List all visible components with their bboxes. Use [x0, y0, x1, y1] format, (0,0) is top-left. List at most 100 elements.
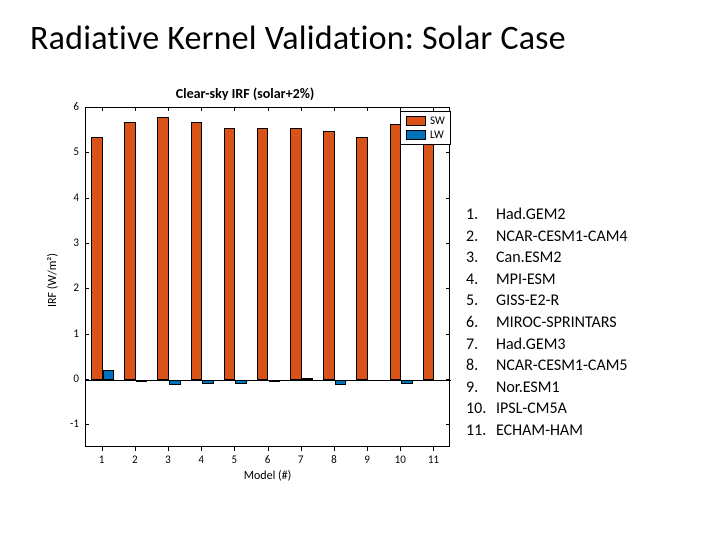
model-list-item: 2.NCAR-CESM1-CAM4: [466, 226, 628, 248]
sw-bar: [323, 131, 335, 380]
x-tick-label: 8: [331, 453, 337, 466]
model-number: 6.: [466, 312, 496, 334]
y-tick: [85, 107, 89, 108]
x-tick-label: 3: [165, 453, 171, 466]
sw-bar: [157, 117, 169, 380]
x-tick: [168, 447, 169, 451]
lw-bar: [169, 380, 181, 385]
x-tick: [433, 107, 434, 111]
chart-title: Clear-sky IRF (solar+2%): [30, 85, 460, 102]
legend-swatch: [406, 130, 426, 140]
y-tick: [85, 152, 89, 153]
y-tick: [446, 152, 450, 153]
model-list-item: 9.Nor.ESM1: [466, 377, 628, 399]
x-tick: [168, 107, 169, 111]
chart-frame: Clear-sky IRF (solar+2%) IRF (W/m²) Mode…: [30, 85, 460, 485]
model-list-item: 4.MPI-ESM: [466, 269, 628, 291]
x-tick: [135, 447, 136, 451]
x-tick: [135, 107, 136, 111]
x-axis-label: Model (#): [85, 469, 450, 483]
model-number: 1.: [466, 204, 496, 226]
y-tick: [446, 198, 450, 199]
model-name: GISS-E2-R: [496, 290, 559, 312]
x-tick-label: 11: [428, 453, 439, 466]
x-tick: [400, 447, 401, 451]
model-number: 5.: [466, 290, 496, 312]
model-name: Nor.ESM1: [496, 377, 560, 399]
x-tick: [367, 107, 368, 111]
y-tick: [446, 379, 450, 380]
model-number: 2.: [466, 226, 496, 248]
legend-label: LW: [430, 128, 444, 142]
model-list-item: 8.NCAR-CESM1-CAM5: [466, 355, 628, 377]
x-tick: [433, 447, 434, 451]
lw-bar: [401, 380, 413, 384]
lw-bar: [235, 380, 247, 384]
legend-row: SW: [406, 114, 445, 128]
model-name: MPI-ESM: [496, 269, 556, 291]
x-tick: [334, 447, 335, 451]
y-tick-label: 0: [73, 372, 79, 385]
model-number: 10.: [466, 398, 496, 420]
model-name: MIROC-SPRINTARS: [496, 312, 617, 334]
x-tick-label: 10: [395, 453, 406, 466]
plot-area: [85, 107, 450, 447]
model-number: 4.: [466, 269, 496, 291]
model-list-item: 7.Had.GEM3: [466, 334, 628, 356]
x-tick: [102, 107, 103, 111]
model-number: 8.: [466, 355, 496, 377]
model-name: Had.GEM3: [496, 334, 565, 356]
x-tick-label: 5: [232, 453, 238, 466]
sw-bar: [224, 128, 236, 380]
legend-row: LW: [406, 128, 445, 142]
lw-bar: [103, 370, 115, 380]
y-axis-label: IRF (W/m²): [46, 253, 60, 307]
model-list-item: 10.IPSL-CM5A: [466, 398, 628, 420]
model-number: 11.: [466, 420, 496, 442]
x-tick: [334, 107, 335, 111]
model-name: NCAR-CESM1-CAM4: [496, 226, 628, 248]
y-tick: [446, 243, 450, 244]
x-tick-label: 2: [132, 453, 138, 466]
model-list-item: 6.MIROC-SPRINTARS: [466, 312, 628, 334]
y-tick: [446, 107, 450, 108]
lw-bar: [136, 380, 148, 382]
x-tick: [268, 107, 269, 111]
x-tick: [301, 107, 302, 111]
model-name: IPSL-CM5A: [496, 398, 567, 420]
x-tick-label: 7: [298, 453, 304, 466]
model-list-item: 5.GISS-E2-R: [466, 290, 628, 312]
x-tick: [234, 447, 235, 451]
x-tick: [201, 447, 202, 451]
legend-label: SW: [430, 114, 445, 128]
y-tick: [446, 288, 450, 289]
model-name: Can.ESM2: [496, 247, 561, 269]
lw-bar: [302, 378, 314, 380]
y-tick-label: 2: [73, 281, 79, 294]
x-tick: [301, 447, 302, 451]
model-list-item: 1.Had.GEM2: [466, 204, 628, 226]
model-number: 3.: [466, 247, 496, 269]
legend-swatch: [406, 116, 426, 126]
sw-bar: [356, 137, 368, 380]
sw-bar: [124, 122, 136, 380]
model-number: 9.: [466, 377, 496, 399]
y-tick: [85, 198, 89, 199]
model-number: 7.: [466, 334, 496, 356]
slide-title: Radiative Kernel Validation: Solar Case: [30, 18, 566, 59]
y-tick-label: -1: [70, 417, 79, 430]
x-tick: [367, 447, 368, 451]
lw-bar: [269, 380, 281, 382]
y-tick: [446, 334, 450, 335]
y-tick: [85, 334, 89, 335]
y-tick: [85, 243, 89, 244]
y-tick: [85, 379, 89, 380]
y-tick: [85, 288, 89, 289]
model-name: ECHAM-HAM: [496, 420, 583, 442]
model-list-item: 3.Can.ESM2: [466, 247, 628, 269]
model-list-item: 11.ECHAM-HAM: [466, 420, 628, 442]
sw-bar: [257, 128, 269, 380]
sw-bar: [390, 124, 402, 380]
sw-bar: [290, 128, 302, 380]
sw-bar: [91, 137, 103, 380]
